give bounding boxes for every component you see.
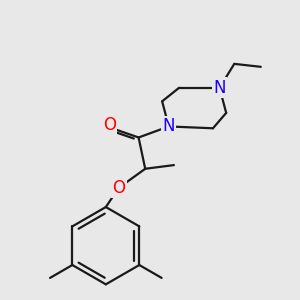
Text: N: N	[163, 117, 175, 135]
Text: N: N	[213, 79, 226, 97]
Text: O: O	[103, 116, 116, 134]
Text: O: O	[112, 179, 125, 197]
